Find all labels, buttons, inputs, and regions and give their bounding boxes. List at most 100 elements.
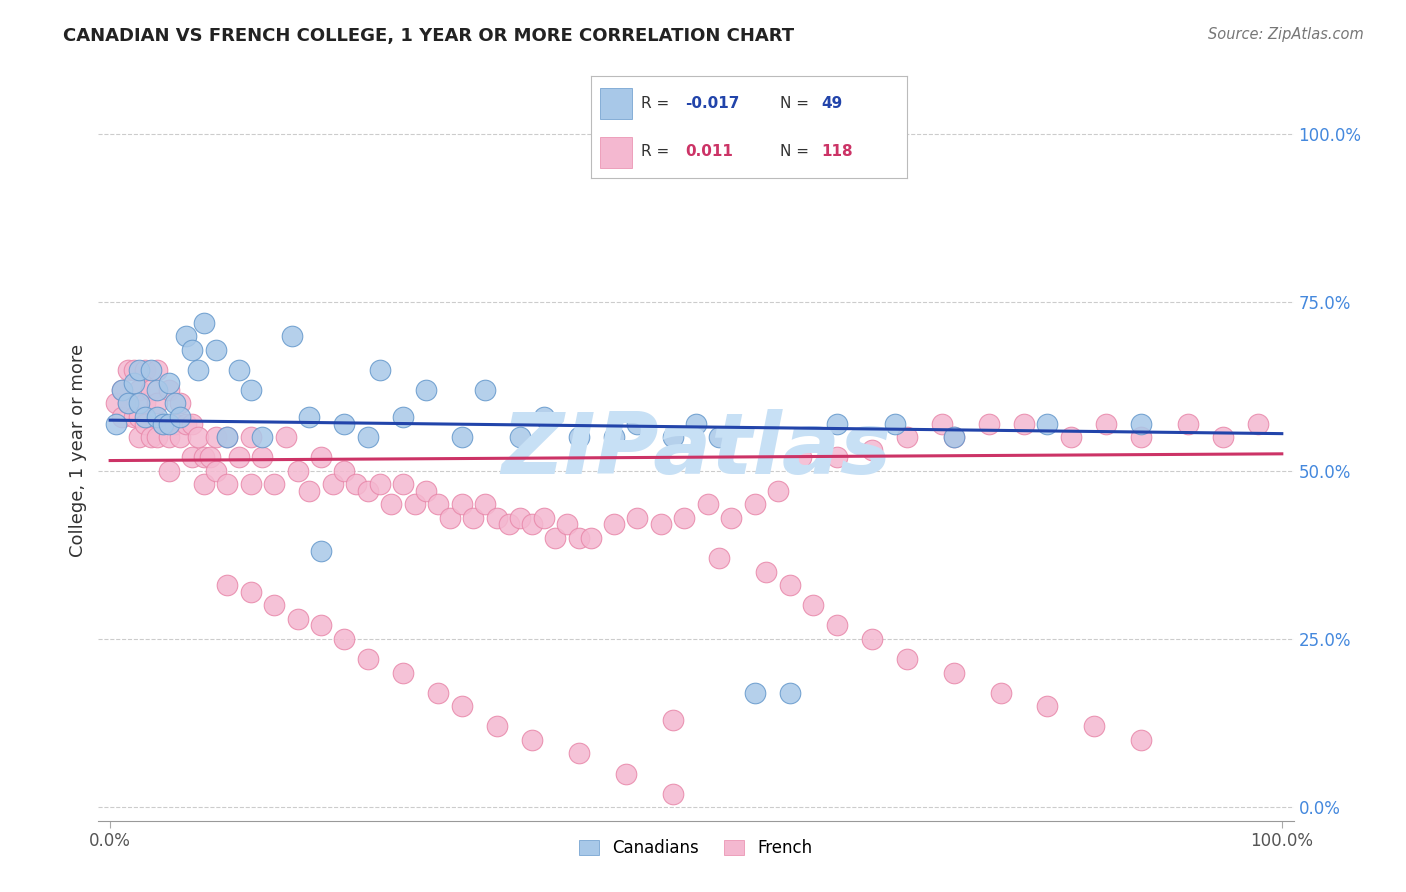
Canadians (1036, 417, 1059, 431)
French (744, 497, 766, 511)
Canadians (1130, 417, 1153, 431)
French (357, 652, 380, 666)
Canadians (174, 329, 197, 343)
French (709, 551, 731, 566)
French (181, 417, 204, 431)
French (187, 430, 209, 444)
French (105, 396, 128, 410)
French (204, 464, 226, 478)
Canadians (141, 362, 163, 376)
Canadians (128, 396, 150, 410)
French (111, 383, 134, 397)
Bar (600, 137, 631, 168)
Text: 118: 118 (821, 145, 853, 160)
French (146, 396, 169, 410)
Canadians (368, 362, 391, 376)
French (779, 578, 801, 592)
French (450, 497, 472, 511)
French (357, 483, 380, 498)
French (157, 464, 180, 478)
French (217, 578, 239, 592)
French (392, 477, 415, 491)
French (896, 652, 918, 666)
French (1212, 430, 1234, 444)
Canadians (825, 417, 848, 431)
French (128, 430, 150, 444)
French (626, 510, 648, 524)
Canadians (626, 417, 648, 431)
French (603, 517, 626, 532)
French (146, 362, 169, 376)
French (860, 443, 883, 458)
Canadians (169, 409, 191, 424)
French (204, 430, 226, 444)
French (498, 517, 520, 532)
Canadians (117, 396, 139, 410)
French (509, 510, 531, 524)
French (217, 477, 239, 491)
Canadians (228, 362, 250, 376)
French (614, 766, 637, 780)
Canadians (709, 430, 731, 444)
French (1083, 719, 1105, 733)
Text: -0.017: -0.017 (686, 96, 740, 111)
Canadians (298, 409, 321, 424)
Canadians (685, 417, 707, 431)
Canadians (509, 430, 531, 444)
French (117, 396, 139, 410)
Text: R =: R = (641, 145, 675, 160)
French (146, 430, 169, 444)
French (766, 483, 789, 498)
French (122, 362, 145, 376)
Canadians (884, 417, 907, 431)
French (134, 396, 156, 410)
French (533, 510, 555, 524)
French (228, 450, 250, 465)
French (579, 531, 602, 545)
French (544, 531, 567, 545)
French (181, 450, 204, 465)
French (134, 417, 156, 431)
Canadians (105, 417, 128, 431)
French (263, 599, 285, 613)
Canadians (134, 409, 156, 424)
French (344, 477, 367, 491)
French (720, 510, 742, 524)
French (1036, 699, 1059, 714)
Canadians (942, 430, 965, 444)
French (174, 417, 197, 431)
French (485, 510, 508, 524)
French (128, 383, 150, 397)
French (661, 787, 683, 801)
French (392, 665, 415, 680)
French (474, 497, 496, 511)
French (169, 396, 191, 410)
French (450, 699, 472, 714)
French (193, 477, 215, 491)
Canadians (217, 430, 239, 444)
French (520, 517, 543, 532)
French (309, 618, 332, 632)
French (942, 665, 965, 680)
Canadians (193, 316, 215, 330)
French (322, 477, 344, 491)
Y-axis label: College, 1 year or more: College, 1 year or more (69, 344, 87, 557)
Canadians (474, 383, 496, 397)
Canadians (568, 430, 591, 444)
French (117, 362, 139, 376)
French (239, 430, 262, 444)
Canadians (392, 409, 415, 424)
French (801, 599, 824, 613)
French (790, 450, 813, 465)
French (1095, 417, 1118, 431)
French (380, 497, 402, 511)
Canadians (533, 409, 555, 424)
French (141, 430, 163, 444)
French (650, 517, 672, 532)
French (696, 497, 718, 511)
French (1012, 417, 1035, 431)
Text: R =: R = (641, 96, 675, 111)
Canadians (252, 430, 274, 444)
French (404, 497, 426, 511)
French (1130, 430, 1153, 444)
